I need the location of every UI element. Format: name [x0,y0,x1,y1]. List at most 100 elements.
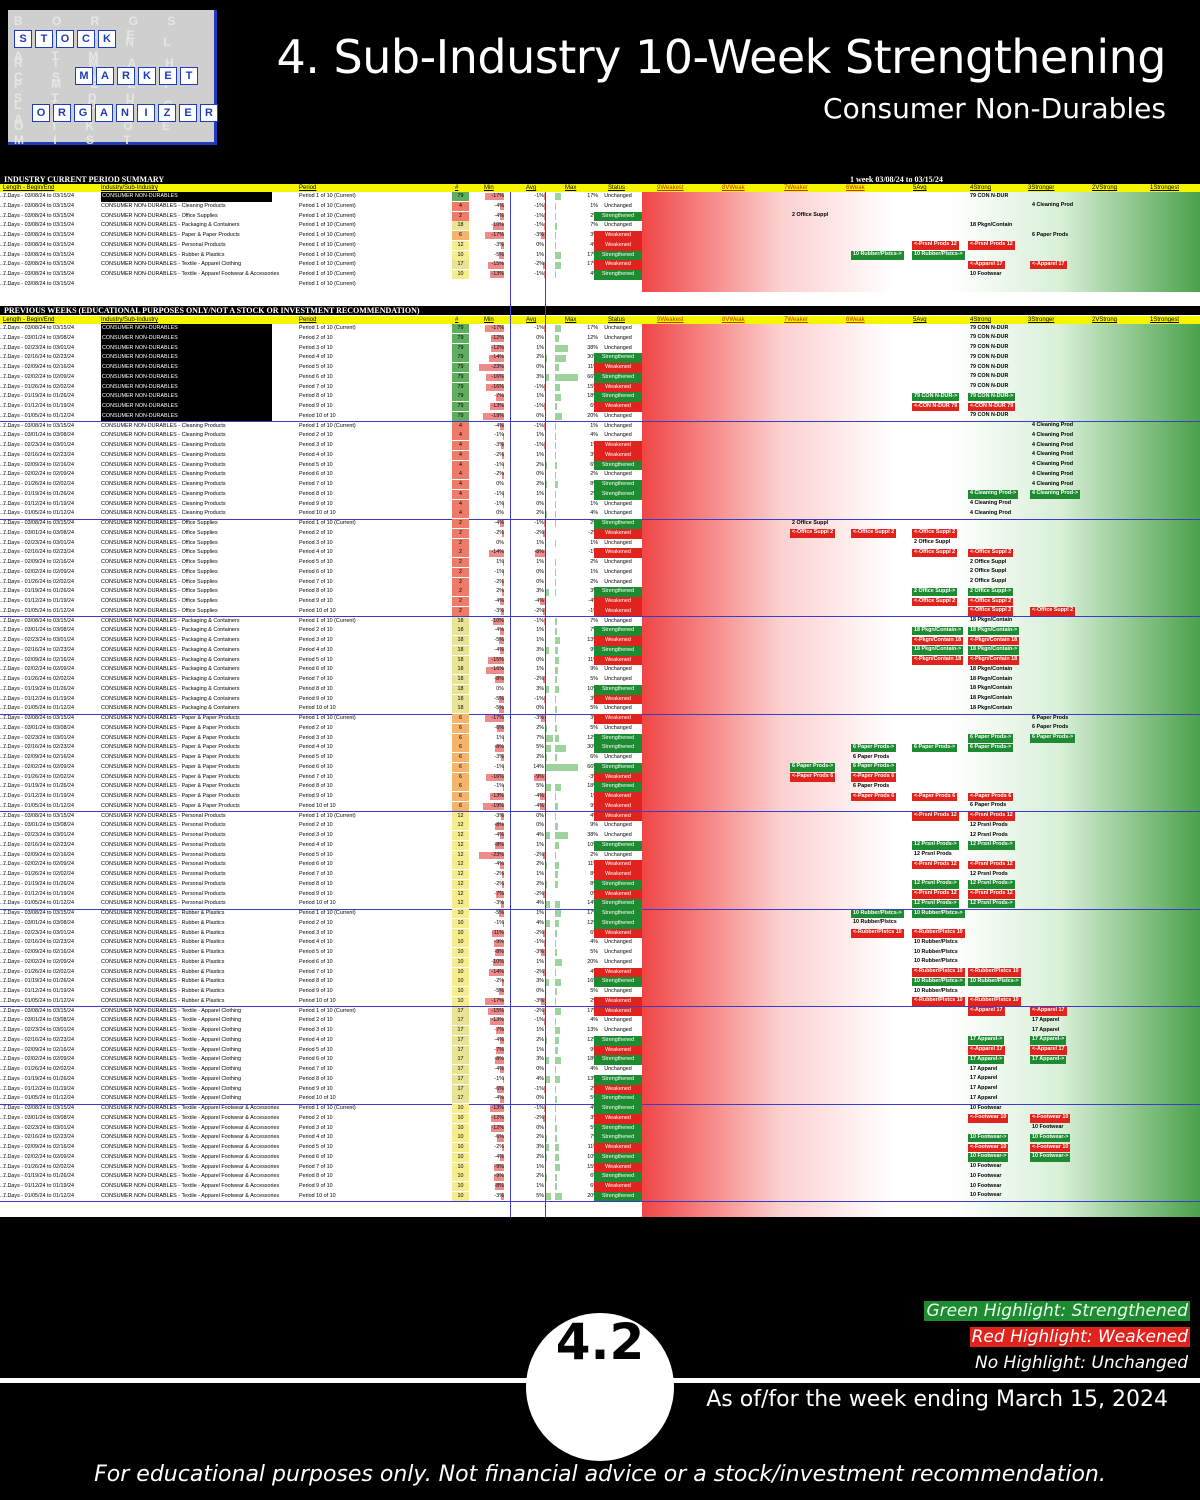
placeholder-dot: . [7,193,10,199]
period-length: 7 Days - 01/05/24 to 01/12/24 [3,412,75,419]
avg-bar [545,461,548,469]
rating-label: 18 Pkgn/Contain [970,675,1013,682]
placeholder-dot: . [9,280,11,287]
table-row: 7 Days - 03/08/24 to 03/15/24 CONSUMER NO… [0,260,1200,270]
status-cell: Unchanged [604,344,632,351]
period-label: Period 4 of 10 [299,1036,333,1043]
status-cell: Strengthened [594,372,642,383]
placeholder-dot: . [1,1163,4,1170]
rating-label: <-Rubber/Plstcs 10 [912,968,965,977]
min-bar [501,881,504,889]
status-cell: Unchanged [604,705,632,712]
placeholder-dot: . [6,607,8,614]
logo-letter: G [74,104,92,122]
avg-value: 2% [536,754,544,760]
rating-label: 4 Cleaning Prod [1032,441,1074,448]
placeholder-dot: . [10,724,13,731]
placeholder-dot: . [1,481,4,487]
stock-count: 6 [459,793,462,799]
placeholder-dot: . [1,1027,4,1033]
rating-label: 12 Prsnl Prods [970,821,1008,828]
max-bar [555,222,558,230]
placeholder-dot: . [7,1163,10,1170]
industry-name: CONSUMER NON-DURABLES - Textile - Appare… [101,1056,242,1063]
column-header: # [455,185,459,191]
placeholder-dot: . [7,627,10,634]
rating-label: <-Pkgn/Contain 18 [968,656,1020,665]
period-label: Period 5 of 10 [299,949,333,955]
status-cell: Unchanged [604,939,632,946]
placeholder-dot: . [4,280,7,287]
industry-name: CONSUMER NON-DURABLES - Office Supplies [101,568,218,575]
placeholder-dot: . [4,598,7,604]
period-label: Period 1 of 10 (Current) [299,280,356,287]
rating-label: 10 Rubber/Plstcs [914,938,958,945]
rating-label: <-Footwear 10 [1030,1114,1071,1123]
stock-count: 2 [459,559,462,565]
placeholder-dot: . [7,705,10,712]
placeholder-dot: . [9,949,11,955]
status-cell: Strengthened [594,918,642,929]
min-bar [478,364,504,372]
placeholder-dot: . [3,900,5,907]
count-cell [452,811,469,821]
max-value: 2% [552,1085,598,1095]
placeholder-dot: . [3,393,5,400]
max-bar [555,676,557,684]
stock-count: 79 [457,344,464,351]
stock-count: 10 [457,1183,464,1189]
period-length: 7 Days - 03/01/24 to 03/08/24 [3,432,75,439]
period-label: Period 6 of 10 [299,568,333,575]
placeholder-dot: . [1,851,4,858]
industry-name: CONSUMER NON-DURABLES [101,363,272,373]
placeholder-dot: . [1,271,4,277]
placeholder-dot: . [9,783,11,790]
placeholder-dot: . [3,1124,5,1131]
placeholder-dot: . [7,802,10,809]
placeholder-dot: . [7,1134,10,1141]
period-length: 7 Days - 01/12/24 to 01/19/24 [3,793,75,799]
table-row: 7 Days - 03/08/24 to 03/15/24 CONSUMER NO… [0,1104,1200,1114]
period-length: 7 Days - 03/08/24 to 03/15/24 [3,202,75,209]
period-label: Period 6 of 10 [299,861,333,868]
placeholder-dot: . [4,232,7,238]
placeholder-dot: . [6,1192,8,1199]
placeholder-dot: . [0,393,2,400]
period-length: 7 Days - 01/05/24 to 01/12/24 [3,997,75,1004]
status-cell: Unchanged [604,412,632,419]
rating-label: 2 Office Suppl [970,578,1007,585]
min-bar [494,1163,504,1171]
column-header: 9Weakest [657,185,684,191]
period-label: Period 8 of 10 [299,978,333,985]
status-cell: Strengthened [594,684,642,695]
avg-value: 3% [536,685,544,692]
min-value: -7% [494,393,504,400]
period-label: Period 4 of 10 [299,646,333,653]
avg-bar [542,929,545,937]
placeholder-dot: . [6,442,8,448]
placeholder-dot: . [4,802,7,809]
max-value: 66% [587,373,598,380]
min-bar [495,842,504,850]
avg-bar [542,851,545,859]
period-label: Period 5 of 10 [299,559,333,565]
placeholder-dot: . [7,900,10,907]
column-header: 7Weaker [784,317,808,323]
placeholder-dot: . [9,490,11,497]
count-cell [452,870,469,879]
max-value: 4% [590,510,598,517]
count-cell [452,1113,469,1123]
placeholder-dot: . [1,617,4,624]
table-row: 7 Days - 03/08/24 to 03/15/24 CONSUMER NO… [0,240,1200,251]
max-bar [555,491,556,499]
placeholder-dot: . [4,490,7,497]
min-value: -13% [491,1105,504,1111]
min-value: -16% [491,373,504,380]
count-cell [452,704,469,714]
status-cell: Weakened [594,528,642,539]
placeholder-dot: . [0,656,2,663]
placeholder-dot: . [0,880,2,887]
placeholder-dot: . [1,627,4,634]
placeholder-dot: . [3,1173,5,1180]
table-row: 7 Days - 02/23/24 to 03/01/24 CONSUMER NO… [0,538,1200,549]
